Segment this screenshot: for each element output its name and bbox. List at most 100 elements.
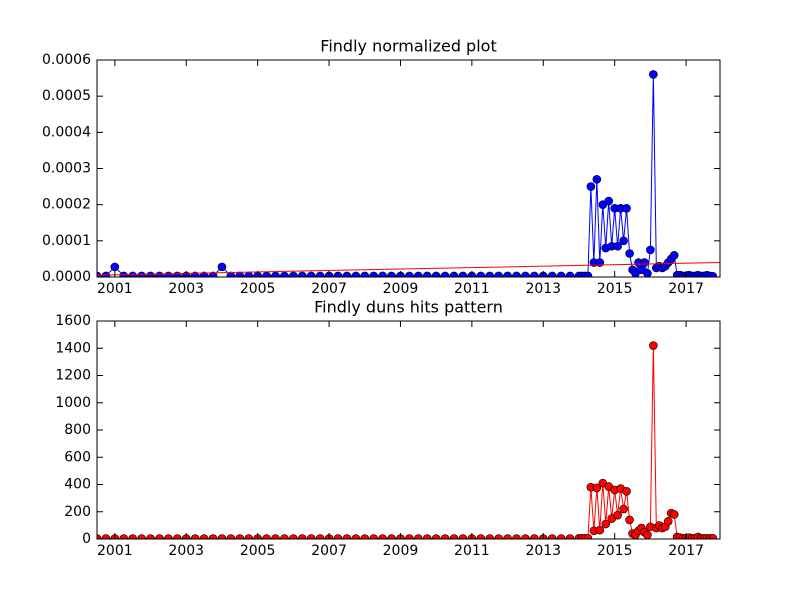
x-tick-label: 2017 [668, 543, 704, 559]
data-point [625, 515, 634, 525]
data-point [405, 271, 414, 277]
data-point [604, 196, 614, 206]
series-line [97, 262, 720, 276]
data-point [547, 271, 557, 277]
x-tick-label: 2009 [383, 543, 419, 559]
data-point [235, 271, 245, 277]
data-point [646, 245, 655, 255]
data-point [449, 271, 459, 277]
x-tick-label: 2007 [311, 281, 347, 297]
data-point [226, 271, 236, 277]
data-point [414, 271, 423, 277]
data-point [119, 271, 129, 277]
data-point [592, 483, 602, 493]
data-point [643, 530, 652, 539]
data-point [512, 271, 521, 277]
y-tick-label: 600 [64, 449, 91, 465]
data-point [306, 271, 316, 277]
data-point [128, 271, 138, 277]
y-tick-label: 200 [64, 504, 91, 520]
data-point [556, 271, 566, 277]
y-tick-label: 0.0005 [42, 88, 91, 104]
data-point [565, 271, 575, 277]
data-point [613, 510, 622, 520]
x-tick-label: 2011 [454, 543, 490, 559]
data-point [369, 271, 378, 277]
y-tick-label: 0.0004 [42, 124, 91, 140]
y-tick-label: 1200 [55, 368, 91, 384]
data-point [640, 258, 649, 267]
x-tick-label: 2001 [97, 281, 133, 297]
y-tick-label: 0.0000 [42, 269, 91, 285]
y-tick-label: 0.0006 [42, 52, 91, 68]
axes-frame [96, 59, 721, 278]
data-point [97, 271, 102, 277]
y-tick-label: 0.0003 [42, 161, 91, 177]
data-point [613, 241, 622, 251]
data-point [625, 249, 634, 258]
data-point [669, 251, 679, 260]
x-tick-label: 2017 [668, 281, 704, 297]
data-point [217, 262, 227, 272]
data-point [643, 269, 652, 277]
data-point [494, 271, 503, 277]
x-tick-label: 2003 [168, 281, 204, 297]
x-tick-label: 2015 [597, 281, 633, 297]
x-tick-label: 2015 [597, 543, 633, 559]
x-tick-label: 2013 [525, 281, 561, 297]
data-point [583, 534, 593, 539]
data-point [586, 182, 596, 191]
data-point [708, 534, 718, 539]
x-tick-label: 2007 [311, 543, 347, 559]
x-tick-label: 2011 [454, 281, 490, 297]
chart-title: Findly normalized plot [320, 37, 496, 56]
data-point [155, 271, 164, 277]
data-point [708, 271, 718, 277]
data-point [595, 525, 605, 535]
data-point [271, 271, 280, 277]
data-point [530, 271, 539, 277]
data-point [619, 236, 628, 246]
x-tick-label: 2013 [525, 543, 561, 559]
data-point [485, 271, 495, 277]
data-point [146, 271, 155, 277]
data-point [101, 271, 111, 277]
data-point [262, 271, 271, 277]
data-point [164, 271, 173, 277]
data-point [280, 271, 289, 277]
y-tick-label: 1000 [55, 395, 91, 411]
y-tick-label: 1600 [55, 313, 91, 329]
data-point [289, 271, 298, 277]
data-point [110, 262, 120, 272]
data-point [622, 203, 631, 213]
y-tick-label: 800 [64, 422, 91, 438]
data-point [669, 510, 679, 519]
data-point [315, 271, 325, 277]
data-point [619, 504, 628, 514]
data-point [378, 271, 387, 277]
data-point [592, 175, 602, 184]
data-point [663, 516, 673, 526]
data-point [244, 271, 254, 277]
data-point [503, 271, 512, 277]
data-point [622, 487, 631, 496]
data-point [458, 271, 468, 277]
data-point [297, 271, 307, 277]
y-tick-label: 400 [64, 477, 91, 493]
data-point [387, 271, 396, 277]
data-point [360, 271, 370, 277]
x-tick-label: 2005 [240, 543, 276, 559]
x-tick-label: 2005 [240, 281, 276, 297]
x-tick-label: 2003 [168, 543, 204, 559]
data-point [440, 271, 450, 277]
x-tick-label: 2001 [97, 543, 133, 559]
data-point [583, 271, 593, 277]
data-point [333, 271, 343, 277]
y-tick-label: 1400 [55, 340, 91, 356]
x-tick-label: 2009 [383, 281, 419, 297]
data-point [476, 271, 486, 277]
data-point [137, 271, 146, 277]
data-point [601, 519, 611, 529]
y-tick-label: 0.0002 [42, 197, 91, 213]
